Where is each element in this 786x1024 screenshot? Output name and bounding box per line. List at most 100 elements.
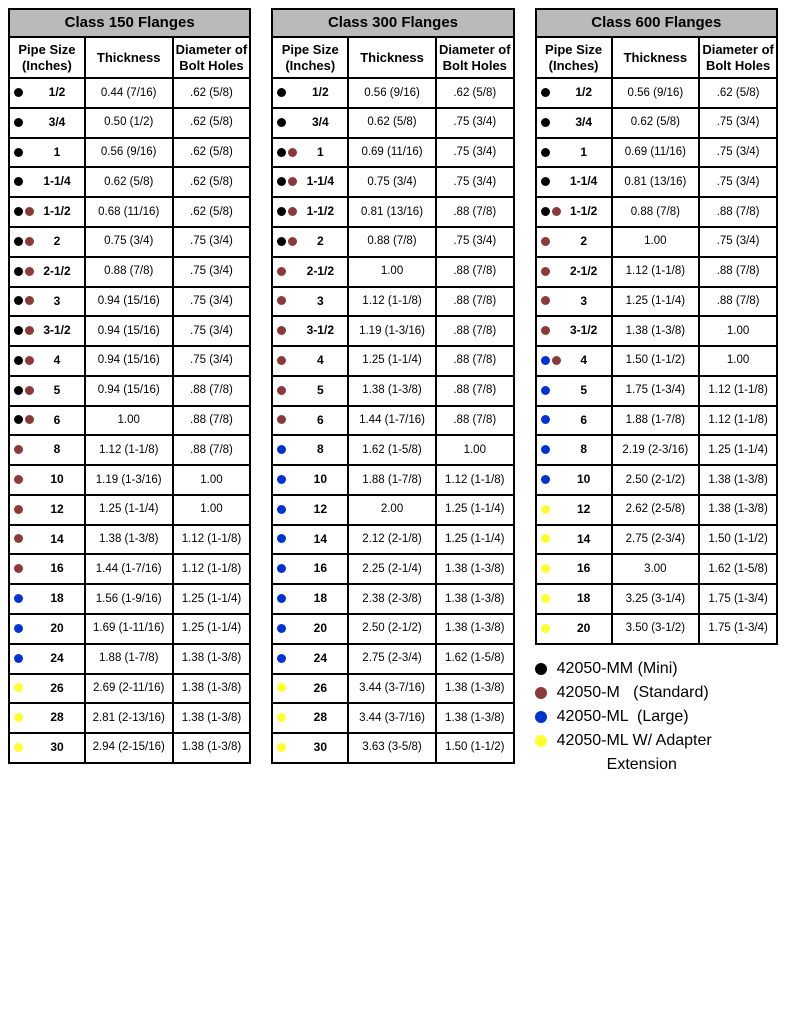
table-row: 1/20.56 (9/16).62 (5/8) [536,78,777,108]
pipe-size-value: 14 [569,532,599,548]
dot-mini-icon [14,326,23,335]
pipe-size-cell: 16 [272,554,348,584]
dot-large-icon [277,624,286,633]
thickness-cell: 1.12 (1-1/8) [85,435,173,465]
table-row: 3-1/20.94 (15/16).75 (3/4) [9,316,250,346]
pipe-size-cell: 5 [272,376,348,406]
pipe-size-value: 18 [305,591,335,607]
thickness-cell: 2.00 [348,495,436,525]
dot-standard-icon [25,237,34,246]
dot-standard-icon [14,475,23,484]
dot-standard-icon [277,386,286,395]
thickness-cell: 2.25 (2-1/4) [348,554,436,584]
thickness-cell: 1.12 (1-1/8) [612,257,700,287]
bolt-hole-cell: .62 (5/8) [173,167,251,197]
pipe-size-value: 20 [42,621,72,637]
thickness-cell: 2.12 (2-1/8) [348,525,436,555]
bolt-hole-cell: 1.25 (1-1/4) [699,435,777,465]
pipe-size-cell: 8 [536,435,612,465]
hdr-thick: Thickness [348,37,436,78]
dot-mini-icon [14,415,23,424]
bolt-hole-cell: .88 (7/8) [436,197,514,227]
bolt-hole-cell: 1.62 (1-5/8) [699,554,777,584]
pipe-size-value: 1 [569,145,599,161]
thickness-cell: 1.00 [612,227,700,257]
bolt-hole-cell: .75 (3/4) [436,167,514,197]
table-row: 283.44 (3-7/16)1.38 (1-3/8) [272,703,513,733]
pipe-size-cell: 2-1/2 [536,257,612,287]
table-row: 51.38 (1-3/8).88 (7/8) [272,376,513,406]
table-row: 1-1/40.75 (3/4).75 (3/4) [272,167,513,197]
pipe-size-cell: 16 [536,554,612,584]
pipe-size-cell: 1 [9,138,85,168]
table-row: 241.88 (1-7/8)1.38 (1-3/8) [9,644,250,674]
thickness-cell: 3.00 [612,554,700,584]
thickness-cell: 2.62 (2-5/8) [612,495,700,525]
thickness-cell: 1.00 [85,406,173,436]
bolt-hole-cell: .88 (7/8) [173,406,251,436]
dot-standard-icon [14,534,23,543]
bolt-hole-cell: 1.38 (1-3/8) [436,554,514,584]
dot-mini-icon [277,237,286,246]
dot-standard-icon [25,207,34,216]
thickness-cell: 1.75 (1-3/4) [612,376,700,406]
pipe-size-cell: 8 [272,435,348,465]
pipe-size-cell: 8 [9,435,85,465]
table-row: 40.94 (15/16).75 (3/4) [9,346,250,376]
table-row: 31.12 (1-1/8).88 (7/8) [272,287,513,317]
dot-standard-icon [552,356,561,365]
dot-adapter-icon [277,713,286,722]
thickness-cell: 0.44 (7/16) [85,78,173,108]
dot-mini-icon [14,88,23,97]
table-row: 61.88 (1-7/8)1.12 (1-1/8) [536,406,777,436]
pipe-size-value: 5 [569,383,599,399]
thickness-cell: 0.56 (9/16) [348,78,436,108]
pipe-size-value: 30 [305,740,335,756]
dot-standard-icon [277,267,286,276]
dot-standard-icon [25,386,34,395]
pipe-size-cell: 3-1/2 [536,316,612,346]
pipe-size-cell: 26 [272,674,348,704]
bolt-hole-cell: 1.50 (1-1/2) [699,525,777,555]
bolt-hole-cell: .75 (3/4) [436,227,514,257]
table-row: 201.69 (1-11/16)1.25 (1-1/4) [9,614,250,644]
table-row: 101.19 (1-3/16)1.00 [9,465,250,495]
dot-standard-icon [541,296,550,305]
table-row: 1/20.44 (7/16).62 (5/8) [9,78,250,108]
pipe-size-value: 28 [42,710,72,726]
dot-standard-icon [25,296,34,305]
pipe-size-cell: 6 [9,406,85,436]
thickness-cell: 1.12 (1-1/8) [348,287,436,317]
thickness-cell: 1.25 (1-1/4) [348,346,436,376]
bolt-hole-cell: .75 (3/4) [436,138,514,168]
table-row: 3/40.50 (1/2).62 (5/8) [9,108,250,138]
pipe-size-cell: 4 [9,346,85,376]
table-row: 203.50 (3-1/2)1.75 (1-3/4) [536,614,777,644]
dot-standard-icon [288,177,297,186]
pipe-size-value: 1-1/4 [569,174,599,190]
pipe-size-cell: 1-1/2 [272,197,348,227]
thickness-cell: 1.38 (1-3/8) [348,376,436,406]
thickness-cell: 2.38 (2-3/8) [348,584,436,614]
thickness-cell: 1.19 (1-3/16) [348,316,436,346]
thickness-cell: 3.44 (3-7/16) [348,703,436,733]
bolt-hole-cell: .62 (5/8) [699,78,777,108]
table-row: 3-1/21.19 (1-3/16).88 (7/8) [272,316,513,346]
dot-mini-icon [541,118,550,127]
pipe-size-value: 18 [42,591,72,607]
bolt-hole-cell: .62 (5/8) [173,197,251,227]
dot-standard-icon [25,415,34,424]
pipe-size-cell: 18 [9,584,85,614]
dot-mini-icon [14,296,23,305]
legend-standard-label: 42050-M (Standard) [557,681,709,705]
hdr-bolt: Diameter of Bolt Holes [699,37,777,78]
dot-mini-icon [277,207,286,216]
dot-mini-icon [535,663,547,675]
pipe-size-value: 6 [305,413,335,429]
pipe-size-value: 2-1/2 [305,264,335,280]
dot-standard-icon [277,296,286,305]
dot-mini-icon [14,118,23,127]
pipe-size-value: 1-1/2 [305,204,335,220]
bolt-hole-cell: 1.38 (1-3/8) [173,644,251,674]
thickness-cell: 1.88 (1-7/8) [612,406,700,436]
